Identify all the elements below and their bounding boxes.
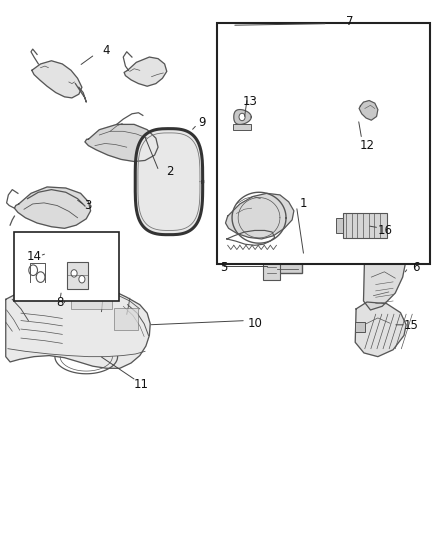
Text: 13: 13: [243, 94, 258, 108]
Bar: [336, 218, 343, 233]
Bar: [14, 232, 119, 301]
Text: 11: 11: [134, 378, 149, 391]
Polygon shape: [32, 61, 82, 98]
Text: 9: 9: [199, 116, 206, 129]
Text: 8: 8: [57, 296, 64, 309]
Bar: [114, 308, 138, 330]
Polygon shape: [364, 240, 405, 310]
Text: 3: 3: [84, 199, 91, 212]
Polygon shape: [355, 302, 406, 357]
Polygon shape: [124, 57, 167, 86]
Bar: [71, 288, 113, 309]
Text: 5: 5: [221, 261, 228, 274]
Polygon shape: [135, 128, 203, 235]
Polygon shape: [6, 282, 150, 368]
Bar: [67, 262, 88, 289]
Polygon shape: [359, 101, 378, 120]
Bar: [275, 241, 302, 273]
Bar: [263, 260, 280, 280]
Text: 6: 6: [412, 261, 420, 274]
Polygon shape: [85, 124, 158, 161]
Text: 14: 14: [27, 251, 42, 263]
Bar: [355, 322, 365, 332]
Text: 7: 7: [346, 15, 353, 28]
Text: 10: 10: [247, 317, 262, 330]
Text: 1: 1: [300, 197, 307, 211]
Text: 15: 15: [404, 319, 419, 333]
Bar: [343, 213, 387, 238]
Text: 2: 2: [166, 165, 174, 177]
Circle shape: [239, 114, 245, 120]
Bar: [217, 22, 430, 264]
Text: 16: 16: [378, 224, 393, 237]
Bar: [233, 124, 251, 130]
Circle shape: [79, 276, 85, 283]
Text: 4: 4: [102, 44, 110, 56]
Polygon shape: [234, 110, 251, 124]
Circle shape: [71, 270, 77, 277]
Text: 12: 12: [360, 139, 374, 152]
Polygon shape: [226, 193, 294, 239]
Polygon shape: [14, 187, 91, 228]
